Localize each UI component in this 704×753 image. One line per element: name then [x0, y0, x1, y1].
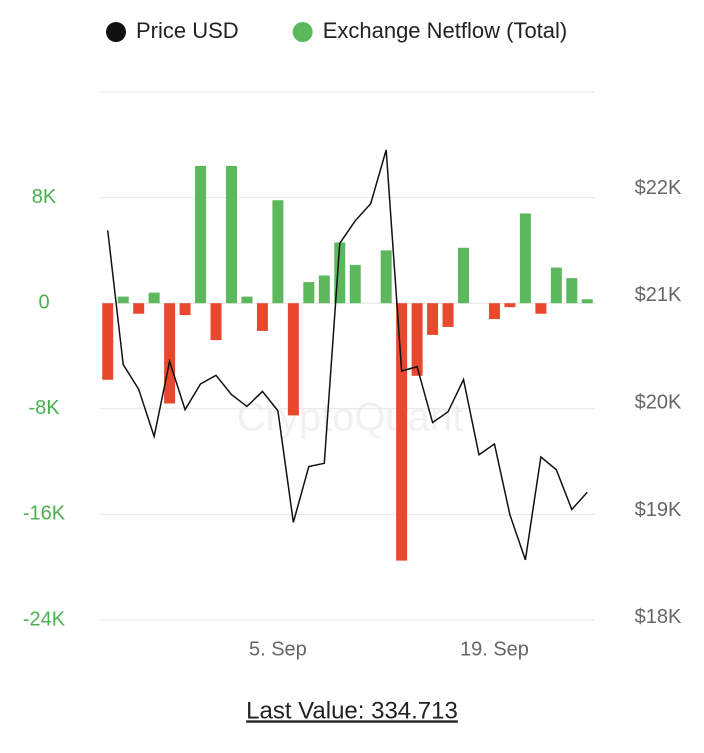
bar	[411, 303, 423, 376]
bar	[380, 250, 392, 304]
bar	[241, 296, 253, 304]
y-tick-label: -24K	[23, 608, 66, 630]
bar	[427, 303, 439, 335]
bar	[256, 303, 268, 331]
bar	[195, 165, 207, 304]
bar	[504, 303, 516, 308]
legend-label: Exchange Netflow (Total)	[323, 18, 568, 43]
bar	[458, 247, 470, 304]
bar	[179, 303, 191, 316]
bar	[133, 303, 145, 314]
bar	[318, 275, 330, 304]
y-tick-label: 0	[38, 291, 49, 313]
bar	[102, 303, 114, 380]
bar	[225, 165, 237, 304]
bar	[442, 303, 454, 327]
price-line	[106, 149, 588, 561]
bar	[535, 303, 547, 314]
bar	[334, 242, 346, 304]
bar	[396, 303, 408, 561]
bar	[210, 303, 222, 341]
bar	[488, 303, 500, 320]
y2-tick-label: $20K	[635, 392, 682, 414]
x-tick-label: 5. Sep	[249, 638, 307, 660]
watermark: CryptoQuant	[237, 396, 464, 440]
bar	[550, 267, 562, 304]
bar	[566, 278, 578, 304]
bar	[148, 292, 160, 304]
y2-tick-label: $19K	[635, 499, 682, 521]
bar	[349, 264, 361, 304]
bar	[303, 282, 315, 304]
footer: Last Value: 334.713	[246, 697, 458, 724]
y-tick-label: -16K	[23, 503, 66, 525]
bar	[519, 213, 531, 304]
y2-tick-label: $22K	[635, 177, 682, 199]
bar	[287, 303, 299, 416]
x-tick-label: 19. Sep	[460, 638, 529, 660]
y-tick-label: 8K	[32, 186, 57, 208]
y2-tick-label: $18K	[635, 606, 682, 628]
legend-marker	[106, 22, 126, 42]
bar	[117, 296, 129, 304]
legend-label: Price USD	[136, 18, 239, 43]
bar	[581, 299, 593, 304]
y2-tick-label: $21K	[635, 284, 682, 306]
legend-marker	[292, 22, 313, 42]
bar	[164, 303, 176, 404]
bar	[272, 200, 284, 304]
y-tick-label: -8K	[28, 397, 60, 419]
